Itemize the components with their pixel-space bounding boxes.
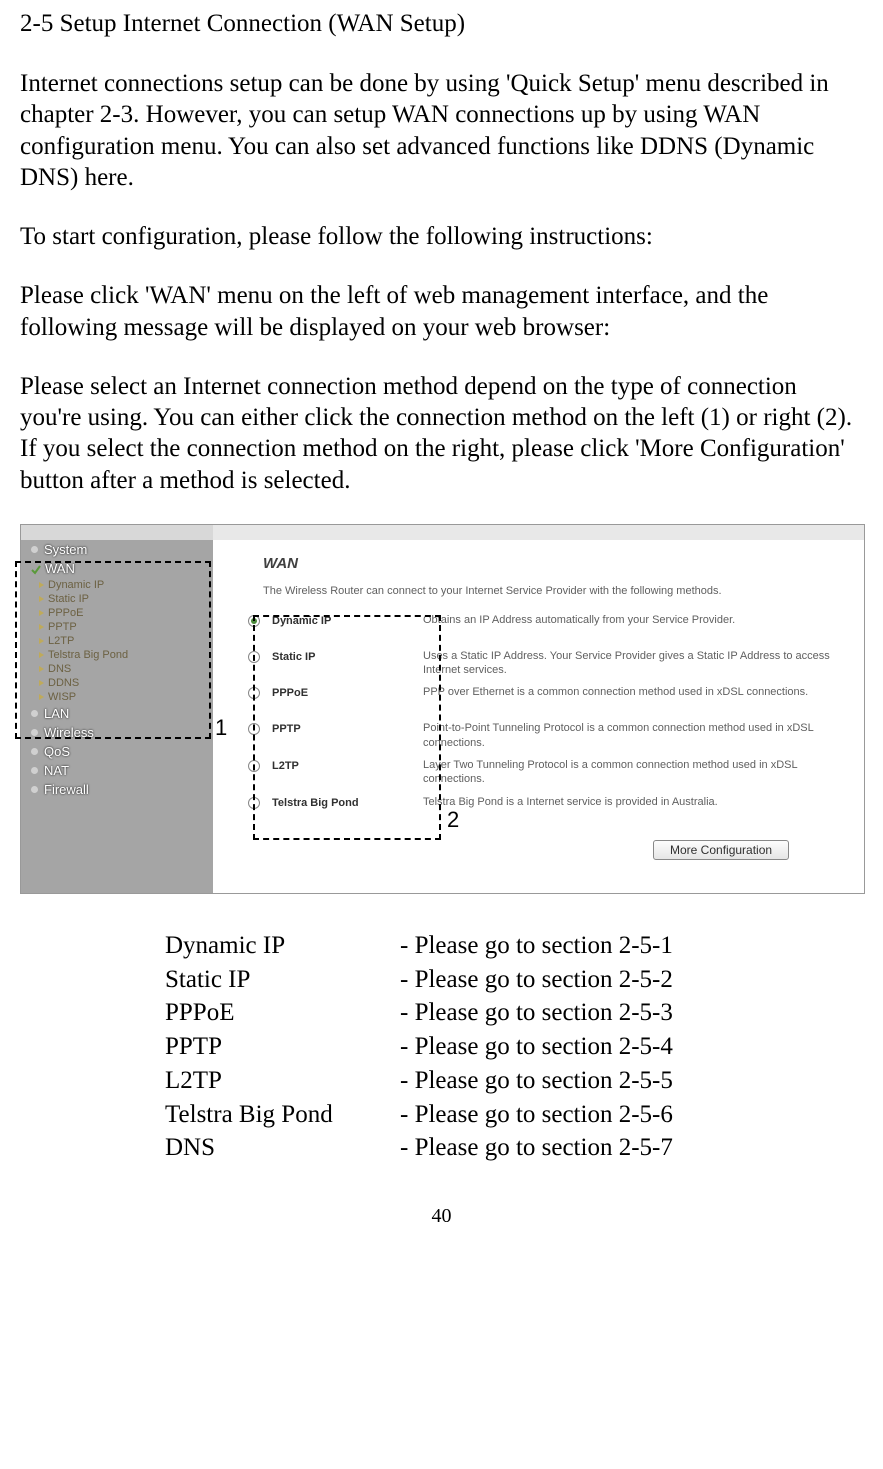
page-number: 40 — [20, 1205, 863, 1228]
ref-section: - Please go to section 2-5-4 — [400, 1030, 673, 1064]
bullet-icon — [31, 767, 38, 774]
ref-label: Telstra Big Pond — [165, 1098, 400, 1132]
radio-desc: Point-to-Point Tunneling Protocol is a c… — [423, 721, 848, 750]
callout-number-2: 2 — [447, 807, 459, 833]
paragraph-3: Please click 'WAN' menu on the left of w… — [20, 280, 863, 343]
sidebar-label: QoS — [44, 744, 70, 759]
callout-number-1: 1 — [215, 715, 227, 741]
radio-desc: Telstra Big Pond is a Internet service i… — [423, 795, 848, 809]
sidebar-label: Firewall — [44, 782, 89, 797]
ref-label: DNS — [165, 1131, 400, 1165]
ref-section: - Please go to section 2-5-5 — [400, 1064, 673, 1098]
sidebar-item-qos[interactable]: QoS — [21, 742, 213, 761]
radio-desc: Layer Two Tunneling Protocol is a common… — [423, 758, 848, 787]
bullet-icon — [31, 786, 38, 793]
ref-section: - Please go to section 2-5-7 — [400, 1131, 673, 1165]
radio-desc: Obtains an IP Address automatically from… — [423, 613, 848, 627]
bullet-icon — [31, 748, 38, 755]
ref-section: - Please go to section 2-5-1 — [400, 929, 673, 963]
ref-label: L2TP — [165, 1064, 400, 1098]
ref-row: L2TP- Please go to section 2-5-5 — [165, 1064, 863, 1098]
wan-subtitle: The Wireless Router can connect to your … — [263, 585, 722, 597]
more-configuration-button[interactable]: More Configuration — [653, 840, 789, 860]
ref-label: Static IP — [165, 963, 400, 997]
paragraph-2: To start configuration, please follow th… — [20, 221, 863, 252]
content-top-bar — [213, 525, 864, 540]
radio-desc: PPP over Ethernet is a common connection… — [423, 685, 848, 699]
ref-row: PPTP- Please go to section 2-5-4 — [165, 1030, 863, 1064]
ref-section: - Please go to section 2-5-6 — [400, 1098, 673, 1132]
dashed-callout-box-2 — [253, 615, 441, 840]
ref-section: - Please go to section 2-5-2 — [400, 963, 673, 997]
ref-row: Dynamic IP- Please go to section 2-5-1 — [165, 929, 863, 963]
ref-label: PPPoE — [165, 996, 400, 1030]
sidebar-label: System — [44, 542, 87, 557]
ref-section: - Please go to section 2-5-3 — [400, 996, 673, 1030]
dashed-callout-box-1 — [15, 561, 211, 739]
ref-row: PPPoE- Please go to section 2-5-3 — [165, 996, 863, 1030]
ref-label: PPTP — [165, 1030, 400, 1064]
sidebar-top-bar — [21, 525, 213, 540]
sidebar-item-nat[interactable]: NAT — [21, 761, 213, 780]
wan-title: WAN — [263, 555, 298, 572]
reference-table: Dynamic IP- Please go to section 2-5-1 S… — [165, 929, 863, 1165]
paragraph-1: Internet connections setup can be done b… — [20, 68, 863, 193]
ref-label: Dynamic IP — [165, 929, 400, 963]
paragraph-4: Please select an Internet connection met… — [20, 371, 863, 496]
ref-row: DNS- Please go to section 2-5-7 — [165, 1131, 863, 1165]
sidebar-item-system[interactable]: System — [21, 540, 213, 559]
router-screenshot: System WAN Dynamic IP Static IP PPPoE PP… — [20, 524, 865, 894]
section-title: 2-5 Setup Internet Connection (WAN Setup… — [20, 10, 863, 38]
sidebar-item-firewall[interactable]: Firewall — [21, 780, 213, 799]
radio-desc: Uses a Static IP Address. Your Service P… — [423, 649, 848, 678]
ref-row: Telstra Big Pond- Please go to section 2… — [165, 1098, 863, 1132]
ref-row: Static IP- Please go to section 2-5-2 — [165, 963, 863, 997]
bullet-icon — [31, 546, 38, 553]
sidebar-label: NAT — [44, 763, 69, 778]
